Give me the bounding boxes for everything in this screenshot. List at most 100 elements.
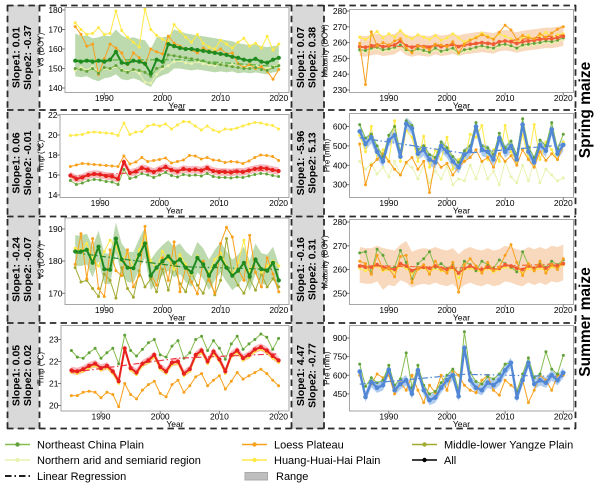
svg-text:2000: 2000 [153,93,172,103]
svg-text:2000: 2000 [438,412,457,422]
svg-text:Slope2: 5.13: Slope2: 5.13 [307,132,319,193]
svg-text:21: 21 [49,379,59,389]
svg-text:240: 240 [333,69,347,79]
svg-text:Linear Regression: Linear Regression [37,471,126,483]
svg-text:2010: 2010 [211,305,230,315]
svg-text:2020: 2020 [269,93,288,103]
svg-text:160: 160 [48,44,62,54]
svg-text:270: 270 [333,241,347,251]
svg-text:300: 300 [333,180,347,190]
svg-text:2010: 2010 [211,93,230,103]
svg-text:2010: 2010 [496,93,515,103]
svg-text:Year: Year [168,313,185,323]
svg-text:20: 20 [49,401,59,411]
svg-text:Slope2: -0.07: Slope2: -0.07 [22,237,34,302]
svg-text:2020: 2020 [269,198,288,208]
svg-text:180: 180 [48,256,62,266]
svg-text:1990: 1990 [91,198,110,208]
svg-text:14: 14 [48,190,58,200]
svg-text:2000: 2000 [153,305,172,315]
svg-text:260: 260 [333,265,347,275]
svg-text:2020: 2020 [554,412,573,422]
svg-text:Year: Year [453,101,470,111]
svg-text:Northern arid and semiarid reg: Northern arid and semiarid region [37,455,201,467]
svg-text:Year: Year [453,419,470,429]
svg-text:20: 20 [48,130,58,140]
svg-text:Year: Year [166,206,183,216]
svg-text:Huang-Huai-Hai Plain: Huang-Huai-Hai Plain [274,455,380,467]
svg-text:Slope2: 0.31: Slope2: 0.31 [307,239,319,300]
svg-text:Northeast China Plain: Northeast China Plain [37,439,144,451]
svg-text:280: 280 [333,217,347,227]
svg-text:Summer maize: Summer maize [577,267,594,377]
svg-text:22: 22 [48,110,58,120]
svg-text:Slope1: 0.01: Slope1: 0.01 [11,27,23,88]
svg-text:18: 18 [48,150,58,160]
svg-text:Year: Year [166,419,183,429]
svg-text:2000: 2000 [438,198,457,208]
svg-text:2000: 2000 [438,305,457,315]
svg-text:Slope2: 0.38: Slope2: 0.38 [307,27,319,88]
svg-text:230: 230 [333,85,347,95]
svg-text:Maturity (DOY): Maturity (DOY) [321,24,330,78]
svg-text:Slope1: 4.47: Slope1: 4.47 [295,345,307,406]
svg-text:280: 280 [333,6,347,16]
svg-text:16: 16 [48,170,58,180]
svg-text:Slope2: 0.02: Slope2: 0.02 [22,345,34,406]
svg-text:Slope2: -0.01: Slope2: -0.01 [22,130,34,195]
svg-text:2020: 2020 [554,93,573,103]
svg-text:2000: 2000 [150,198,169,208]
svg-text:1990: 1990 [95,93,114,103]
svg-text:150: 150 [48,64,62,74]
svg-text:Slope1: -5.96: Slope1: -5.96 [295,130,307,195]
svg-text:1990: 1990 [379,305,398,315]
svg-text:250: 250 [333,53,347,63]
svg-text:2020: 2020 [554,305,573,315]
svg-text:Tmp (°C): Tmp (°C) [37,352,46,385]
svg-text:600: 600 [333,370,347,380]
svg-text:Maturity (DOY): Maturity (DOY) [321,235,330,289]
svg-text:180: 180 [48,5,62,15]
svg-text:Slope2: -0.37: Slope2: -0.37 [22,25,34,90]
svg-text:Year: Year [168,101,185,111]
svg-text:Year: Year [453,313,470,323]
svg-text:Range: Range [276,471,308,483]
svg-text:170: 170 [48,288,62,298]
svg-text:2020: 2020 [269,305,288,315]
svg-text:Loess Plateau: Loess Plateau [274,439,344,451]
svg-text:Pre (mm): Pre (mm) [323,351,332,385]
svg-text:900: 900 [333,333,347,343]
svg-text:270: 270 [333,22,347,32]
svg-text:Slope1: -0.16: Slope1: -0.16 [295,237,307,302]
svg-text:2000: 2000 [438,93,457,103]
svg-text:190: 190 [48,224,62,234]
svg-text:Slope1: 0.05: Slope1: 0.05 [11,345,23,406]
svg-text:V3 (DOY): V3 (DOY) [37,244,46,279]
svg-text:All: All [444,455,456,467]
svg-text:Spring maize: Spring maize [577,61,594,158]
svg-text:Slope1: 0.06: Slope1: 0.06 [11,132,23,193]
svg-text:500: 500 [333,141,347,151]
svg-text:Pre (mm): Pre (mm) [323,139,332,173]
svg-text:1990: 1990 [379,198,398,208]
svg-text:Middle-lower Yangze Plain: Middle-lower Yangze Plain [444,439,573,451]
svg-text:Tmp (°C): Tmp (°C) [37,139,46,172]
svg-text:750: 750 [333,352,347,362]
svg-text:2010: 2010 [210,198,229,208]
svg-text:V3 (DOY): V3 (DOY) [37,32,46,67]
svg-text:1990: 1990 [379,412,398,422]
svg-text:22: 22 [49,357,59,367]
svg-text:2010: 2010 [496,305,515,315]
svg-text:2010: 2010 [496,198,515,208]
svg-text:250: 250 [333,288,347,298]
svg-text:140: 140 [48,83,62,93]
svg-text:2010: 2010 [210,412,229,422]
svg-text:2020: 2020 [269,412,288,422]
svg-text:2010: 2010 [496,412,515,422]
svg-text:2000: 2000 [151,412,170,422]
svg-text:2020: 2020 [554,198,573,208]
svg-text:450: 450 [333,389,347,399]
svg-text:Slope1: 0.07: Slope1: 0.07 [295,27,307,88]
svg-text:Slope2: -0.77: Slope2: -0.77 [307,343,319,408]
svg-text:1990: 1990 [95,305,114,315]
